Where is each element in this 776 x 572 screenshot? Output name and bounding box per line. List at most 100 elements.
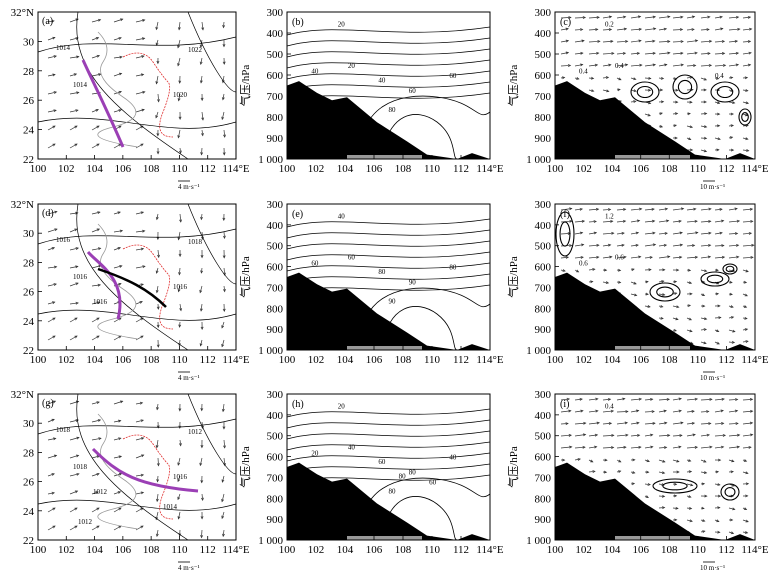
wind-arrow-head	[141, 55, 145, 58]
wind-arrow	[69, 92, 79, 95]
wind-arrow-head	[650, 398, 654, 401]
wind-arrow-head	[579, 397, 583, 401]
wind-arrow-head	[646, 470, 650, 474]
wind-arrow	[728, 101, 735, 104]
wind-arrow-head	[661, 471, 666, 475]
y-tick-label: 26	[23, 477, 35, 489]
region-outline	[122, 52, 174, 138]
wind-arrow-head	[745, 340, 749, 343]
wind-arrow	[714, 422, 724, 425]
wind-arrow-head	[200, 535, 204, 539]
wind-arrow-head	[703, 136, 708, 140]
wind-arrow-head	[688, 506, 693, 510]
wind-arrow	[222, 75, 225, 83]
wind-arrow	[728, 64, 739, 67]
wind-arrow-head	[652, 219, 656, 223]
wind-arrow	[700, 16, 710, 19]
humidity-contour	[286, 408, 491, 418]
panel-label: (b)	[292, 17, 304, 28]
x-tick-label: 110	[424, 163, 441, 175]
wind-arrow-head	[708, 231, 712, 235]
wind-arrow-head	[52, 36, 56, 40]
wind-arrow-head	[730, 531, 735, 535]
wind-arrow-head	[51, 418, 55, 422]
contour-label: 0.4	[615, 62, 624, 70]
wind-arrow-head	[581, 39, 585, 43]
y-tick-label: 900	[535, 514, 552, 526]
y-tick-label: 300	[267, 389, 284, 401]
y-tick-label: 300	[535, 199, 552, 211]
wind-arrow-head	[97, 18, 102, 22]
wind-scale-label: 4 m·s⁻¹	[178, 183, 200, 191]
contour-ring	[662, 481, 688, 491]
wind-arrow-head	[221, 325, 225, 329]
wind-arrow-head	[729, 280, 733, 284]
wind-arrow-head	[74, 490, 79, 494]
wind-arrow	[644, 232, 655, 235]
wind-arrow-head	[653, 27, 657, 31]
wind-arrow-head	[595, 409, 599, 413]
contour-ring	[649, 282, 681, 302]
wind-arrow	[658, 256, 670, 259]
wind-arrow-head	[75, 211, 79, 215]
contour-ring	[630, 81, 660, 103]
wind-arrow-head	[117, 247, 122, 250]
isobar	[76, 11, 189, 160]
wind-arrow-head	[692, 433, 696, 437]
wind-arrow	[588, 29, 598, 31]
wind-arrow-head	[622, 397, 626, 401]
wind-arrow-head	[743, 507, 748, 510]
x-tick-label: 104	[86, 354, 103, 366]
wind-arrow	[644, 113, 651, 117]
wind-arrow-head	[565, 27, 569, 31]
wind-arrow-head	[179, 308, 183, 312]
wind-arrow	[135, 143, 144, 149]
wind-arrow	[47, 335, 56, 341]
wind-arrow	[658, 293, 665, 296]
wind-arrow	[714, 220, 724, 223]
wind-arrow-head	[647, 113, 651, 117]
wind-arrow-head	[750, 220, 754, 223]
wind-arrow-head	[155, 26, 159, 31]
humidity-contour	[286, 48, 491, 58]
wind-arrow-head	[691, 28, 695, 31]
y-tick-label: 400	[535, 410, 552, 422]
wind-arrow-head	[592, 470, 596, 474]
wind-arrow	[574, 458, 581, 461]
wind-arrow-head	[717, 483, 721, 486]
wind-scale-label: 10 m·s⁻¹	[700, 183, 725, 191]
wind-arrow-head	[594, 433, 599, 437]
wind-arrow-head	[703, 328, 708, 332]
wind-arrow-head	[199, 462, 203, 467]
wind-arrow-head	[119, 55, 123, 59]
wind-arrow-head	[568, 16, 572, 19]
wind-arrow	[113, 525, 122, 531]
wind-arrow	[588, 16, 600, 19]
wind-arrow-head	[647, 88, 652, 92]
wind-arrow	[672, 64, 684, 67]
wind-arrow-head	[730, 148, 735, 152]
wind-arrow	[47, 400, 56, 405]
wind-arrow	[69, 490, 78, 495]
wind-arrow-head	[199, 289, 203, 294]
wind-arrow-head	[748, 51, 752, 55]
wind-arrow-head	[596, 15, 600, 19]
wind-arrow	[574, 434, 586, 437]
isobar	[37, 36, 237, 53]
wind-arrow-head	[140, 335, 144, 339]
plot-frame	[286, 203, 491, 351]
wind-arrow	[588, 398, 598, 401]
y-tick-label: 700	[535, 91, 552, 103]
wind-arrow-head	[688, 470, 693, 474]
wind-arrow-head	[582, 433, 587, 437]
wind-arrow-head	[678, 409, 682, 413]
wind-arrow-head	[745, 101, 750, 105]
wind-arrow	[742, 434, 753, 437]
wind-arrow-head	[156, 236, 160, 241]
wind-arrow	[700, 77, 707, 81]
wind-arrow	[69, 125, 78, 131]
wind-arrow-head	[51, 247, 56, 250]
plot-frame	[37, 393, 237, 541]
wind-arrow-head	[660, 100, 665, 104]
wind-arrow-head	[595, 207, 600, 211]
